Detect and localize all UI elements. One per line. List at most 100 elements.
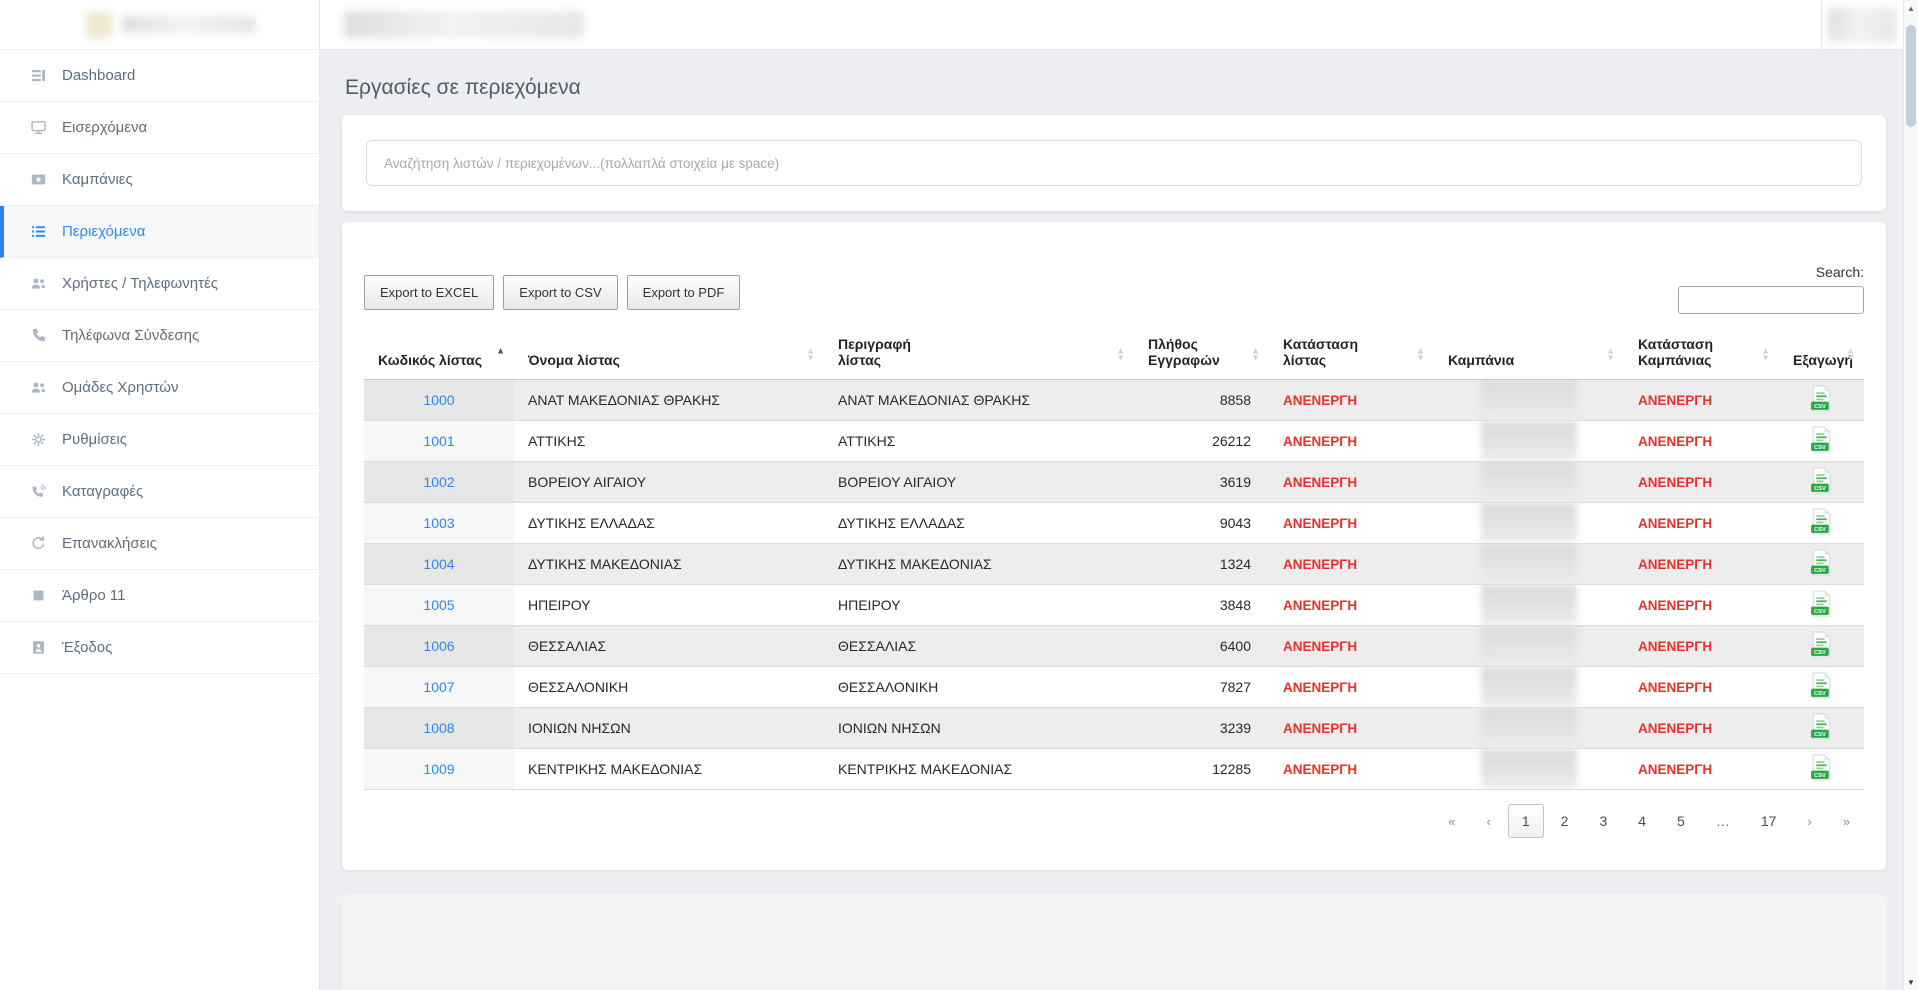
export-button-pdf[interactable]: Export to PDF [627,275,741,310]
sidebar-item-label: Dashboard [62,67,135,84]
campaign-status-badge: ΑΝΕΝΕΡΓΗ [1638,393,1712,408]
sidebar-item-phone-5[interactable]: Τηλέφωνα Σύνδεσης [0,310,319,362]
table-search: Search: [1678,264,1864,314]
csv-export-icon[interactable]: CSV [1810,754,1833,781]
export-button-csv[interactable]: Export to CSV [503,275,617,310]
sidebar-menu: Dashboard Εισερχόμενα ΚαμπάνιεςΠεριεχόμενα… [0,50,319,674]
record-count: 12285 [1212,761,1251,777]
filter-card [342,115,1886,211]
column-header-2[interactable]: Περιγραφή λίστας▲▼ [824,330,1134,380]
sort-arrows-icon: ▲▼ [1606,347,1615,362]
table-row: 1001ΑΤΤΙΚΗΣΑΤΤΙΚΗΣ26212ΑΝΕΝΕΡΓΗΑΝΕΝΕΡΓΗC… [364,421,1864,462]
sidebar-item-campaign-2[interactable]: Καμπάνιες [0,154,319,206]
list-code-link[interactable]: 1002 [423,474,454,490]
scrollbar-thumb[interactable] [1906,25,1916,127]
sidebar-item-square-10[interactable]: Άρθρο 11 [0,570,319,622]
list-description: ΘΕΣΣΑΛΟΝΙΚΗ [838,679,938,695]
column-header-5[interactable]: Καμπάνια▲▼ [1434,330,1624,380]
list-code-link[interactable]: 1006 [423,638,454,654]
column-header-label: Περιγραφή λίστας [838,336,930,368]
sidebar-item-user-group-6[interactable]: Ομάδες Χρηστών [0,362,319,414]
table-search-input[interactable] [1678,286,1864,314]
user-menu-blurred[interactable] [1828,8,1896,42]
sidebar-item-label: Άρθρο 11 [62,587,126,604]
csv-export-icon[interactable]: CSV [1810,508,1833,535]
scrollbar[interactable]: ▲ ▼ [1903,0,1918,990]
scroll-up-icon[interactable]: ▲ [1904,4,1918,13]
page-1[interactable]: 1 [1508,804,1544,838]
export-buttons: Export to EXCEL Export to CSV Export to PD… [364,275,740,310]
list-code-link[interactable]: 1000 [423,392,454,408]
sidebar-item-label: Εισερχόμενα [62,119,147,136]
csv-export-icon[interactable]: CSV [1810,385,1833,412]
list-code-link[interactable]: 1005 [423,597,454,613]
list-description: ΘΕΣΣΑΛΙΑΣ [838,638,916,654]
sidebar-item-desktop-1[interactable]: Εισερχόμενα [0,102,319,154]
sidebar: Dashboard Εισερχόμενα ΚαμπάνιεςΠεριεχόμενα… [0,0,320,990]
sort-arrows-icon: ▲▼ [1846,347,1855,362]
list-description: ΔΥΤΙΚΗΣ ΕΛΛΑΔΑΣ [838,515,965,531]
sidebar-item-redo-9[interactable]: Επανακλήσεις [0,518,319,570]
page-last[interactable]: » [1829,805,1864,838]
page-prev[interactable]: ‹ [1473,805,1505,838]
list-filter-input[interactable] [366,140,1862,186]
sidebar-item-label: Καταγραφές [62,483,143,500]
csv-export-icon[interactable]: CSV [1810,631,1833,658]
svg-text:CSV: CSV [1814,445,1826,451]
svg-text:CSV: CSV [1814,650,1826,656]
csv-export-icon[interactable]: CSV [1810,426,1833,453]
brand-logo-icon [86,12,112,38]
scroll-down-icon[interactable]: ▼ [1904,978,1918,987]
list-name: ΑΝΑΤ ΜΑΚΕΔΟΝΙΑΣ ΘΡΑΚΗΣ [528,392,720,408]
list-name: ΒΟΡΕΙΟΥ ΑΙΓΑΙΟΥ [528,474,646,490]
list-description: ΗΠΕΙΡΟΥ [838,597,901,613]
sidebar-item-phone-volume-8[interactable]: Καταγραφές [0,466,319,518]
page-3[interactable]: 3 [1585,804,1621,838]
list-code-link[interactable]: 1007 [423,679,454,695]
record-count: 8858 [1220,392,1251,408]
main-area: Εργασίες σε περιεχόμενα Export to EXCELE… [320,0,1918,990]
list-code-link[interactable]: 1009 [423,761,454,777]
sidebar-item-list-3[interactable]: Περιεχόμενα [0,206,319,258]
list-description: ΙΟΝΙΩΝ ΝΗΣΩΝ [838,720,941,736]
page-next[interactable]: › [1793,805,1825,838]
campaign-status-badge: ΑΝΕΝΕΡΓΗ [1638,639,1712,654]
column-header-1[interactable]: Όνομα λίστας▲▼ [514,330,824,380]
page-2[interactable]: 2 [1547,804,1583,838]
csv-export-icon[interactable]: CSV [1810,713,1833,740]
export-button-excel[interactable]: Export to EXCEL [364,275,494,310]
list-code-link[interactable]: 1001 [423,433,454,449]
page-first[interactable]: « [1434,805,1469,838]
column-header-4[interactable]: Κατάσταση λίστας▲▼ [1269,330,1434,380]
list-description: ΒΟΡΕΙΟΥ ΑΙΓΑΙΟΥ [838,474,956,490]
list-name: ΔΥΤΙΚΗΣ ΜΑΚΕΔΟΝΙΑΣ [528,556,682,572]
svg-text:CSV: CSV [1814,527,1826,533]
record-count: 3848 [1220,597,1251,613]
page-5[interactable]: 5 [1663,804,1699,838]
record-count: 3239 [1220,720,1251,736]
column-header-6[interactable]: Κατάσταση Καμπάνιας▲▼ [1624,330,1779,380]
column-header-3[interactable]: Πλήθος Εγγραφών▲▼ [1134,330,1269,380]
phone-volume-icon [30,483,47,500]
list-code-link[interactable]: 1003 [423,515,454,531]
sidebar-item-gear-7[interactable]: Ρυθμίσεις [0,414,319,466]
csv-export-icon[interactable]: CSV [1810,549,1833,576]
sidebar-item-users-4[interactable]: Χρήστες / Τηλεφωνητές [0,258,319,310]
page-4[interactable]: 4 [1624,804,1660,838]
csv-export-icon[interactable]: CSV [1810,672,1833,699]
sidebar-item-dashboard-0[interactable]: Dashboard [0,50,319,102]
list-code-link[interactable]: 1008 [423,720,454,736]
column-header-7[interactable]: Εξαγωγή▲▼ [1779,330,1864,380]
table-search-label: Search: [1816,264,1864,280]
list-code-link[interactable]: 1004 [423,556,454,572]
csv-export-icon[interactable]: CSV [1810,467,1833,494]
table-row: 1006ΘΕΣΣΑΛΙΑΣΘΕΣΣΑΛΙΑΣ6400ΑΝΕΝΕΡΓΗΑΝΕΝΕΡ… [364,626,1864,667]
column-header-0[interactable]: Κωδικός λίστας▲▼ [364,330,514,380]
user-group-icon [30,379,47,396]
sidebar-item-logout-11[interactable]: Έξοδος [0,622,319,674]
csv-export-icon[interactable]: CSV [1810,590,1833,617]
campaign-name-blurred [1481,626,1577,666]
page-17[interactable]: 17 [1747,804,1791,838]
list-description: ΔΥΤΙΚΗΣ ΜΑΚΕΔΟΝΙΑΣ [838,556,992,572]
campaign-name-blurred [1481,380,1577,420]
